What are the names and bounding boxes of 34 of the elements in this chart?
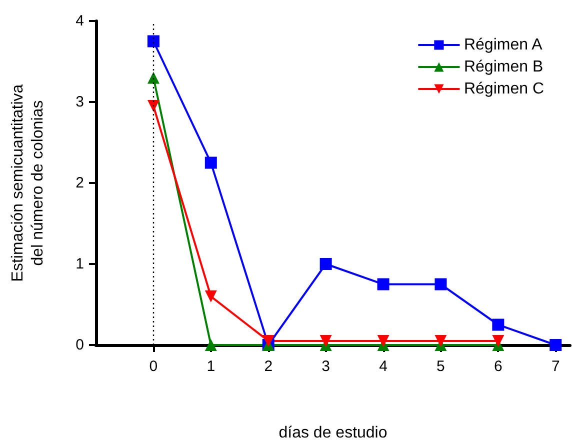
point bbox=[550, 339, 562, 351]
point bbox=[377, 278, 390, 290]
point bbox=[320, 334, 332, 347]
y-tick-label: 1 bbox=[76, 256, 84, 272]
x-tick-label: 7 bbox=[551, 358, 560, 375]
x-axis-title: días de estudio bbox=[278, 424, 388, 442]
legend-label: Régimen C bbox=[464, 80, 544, 98]
legend-label: Régimen B bbox=[464, 58, 544, 76]
point bbox=[147, 35, 160, 48]
point bbox=[262, 334, 274, 347]
point bbox=[377, 334, 390, 347]
x-tick-label: 3 bbox=[322, 358, 330, 375]
point bbox=[204, 156, 217, 169]
legend-label: Régimen A bbox=[464, 36, 543, 54]
x-tick-label: 5 bbox=[436, 358, 445, 375]
y-tick-label: 4 bbox=[76, 12, 84, 30]
point bbox=[434, 334, 447, 347]
x-tick-label: 2 bbox=[264, 358, 273, 375]
point bbox=[204, 290, 217, 302]
point bbox=[147, 72, 160, 84]
point bbox=[147, 100, 160, 112]
y-tick-label: 3 bbox=[76, 94, 84, 110]
point bbox=[492, 334, 504, 347]
x-tick-label: 6 bbox=[494, 358, 502, 375]
point bbox=[320, 258, 332, 270]
y-tick-label: 0 bbox=[76, 336, 84, 354]
point bbox=[204, 339, 217, 351]
y-tick-label: 2 bbox=[76, 174, 84, 192]
x-tick-label: 1 bbox=[206, 358, 216, 375]
point bbox=[434, 278, 447, 290]
x-tick-label: 4 bbox=[379, 358, 388, 375]
y-axis-title: Estimación semicuantitativa del número de colonias bbox=[10, 84, 46, 282]
x-tick-label: 0 bbox=[149, 358, 158, 375]
point bbox=[492, 318, 504, 331]
